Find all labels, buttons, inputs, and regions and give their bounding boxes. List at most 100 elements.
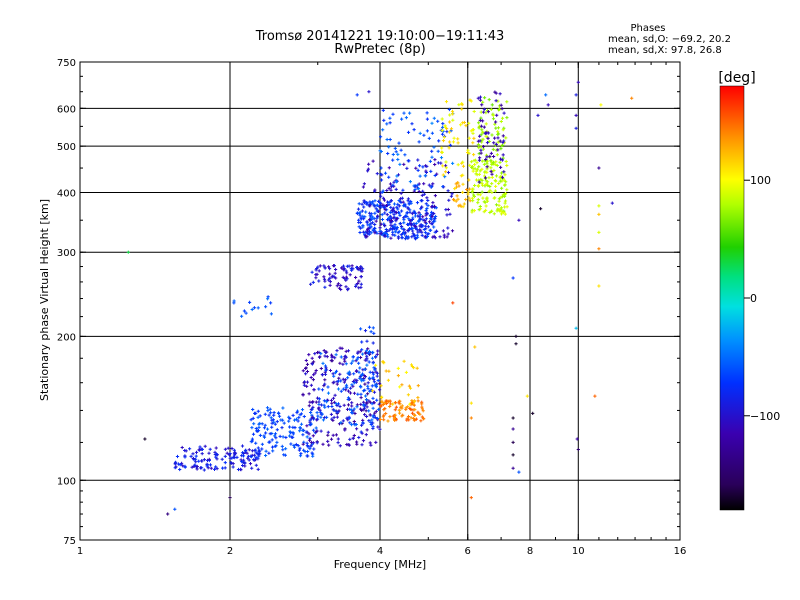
data-point [359,275,363,279]
data-point [378,382,382,386]
data-point [372,390,377,394]
data-point [305,362,310,366]
data-point [394,405,398,409]
x-tick-label: 16 [674,546,687,557]
data-point [301,369,305,373]
data-point [258,433,262,437]
data-point [467,121,471,125]
data-point [422,417,426,421]
data-point [280,444,284,448]
data-point [344,362,348,366]
data-point [306,445,310,449]
data-point [416,396,420,400]
data-point [271,418,275,422]
data-point [311,428,316,432]
data-point [396,236,401,240]
data-point [495,163,499,168]
data-point [311,441,315,445]
data-point [264,431,268,435]
data-point [304,358,308,363]
data-point [481,145,485,149]
data-point [344,269,348,273]
data-point [372,401,376,405]
data-point [383,223,387,227]
data-point [484,204,488,208]
data-point [372,204,376,208]
data-point [299,422,304,426]
data-point [610,201,614,205]
data-point [409,223,413,227]
data-point [499,195,503,199]
data-point [322,399,326,403]
data-point [392,202,397,206]
data-point [341,387,345,391]
data-point [348,407,352,411]
data-point [310,270,314,274]
data-point [446,170,451,175]
data-point [341,362,345,366]
data-point [451,301,455,305]
data-point [481,100,485,104]
data-point [279,418,283,422]
data-point [230,446,234,451]
data-point [417,211,421,215]
data-point [277,414,282,418]
data-point [493,196,497,200]
data-point [500,116,505,120]
data-point [379,384,383,388]
data-point [369,420,373,424]
data-point [356,281,360,286]
data-point [400,117,404,121]
data-point [484,208,488,212]
data-point [383,234,387,238]
data-point [492,212,496,216]
data-point [294,417,299,421]
colorbar-label: [deg] [718,70,755,86]
data-point [492,154,496,159]
data-point [246,456,250,460]
data-point [486,183,490,188]
data-point [334,369,339,373]
data-point [446,207,450,212]
data-point [396,157,400,162]
data-point [501,210,505,215]
data-point [424,217,428,221]
data-point [496,136,500,140]
data-point [190,465,194,469]
data-point [328,267,332,271]
data-point [267,451,271,455]
data-point [462,202,466,206]
data-point [414,417,418,421]
data-point [317,387,321,391]
data-point [319,429,323,433]
data-point [176,462,180,466]
data-point [280,426,284,430]
data-point [327,265,331,269]
data-point [417,189,421,194]
data-point [191,456,195,461]
data-point [430,121,434,125]
data-point [324,368,328,372]
data-point [433,217,437,221]
data-point [347,264,351,268]
data-point [366,347,370,351]
data-point [496,140,500,144]
data-point [485,196,489,200]
data-point [361,214,365,218]
data-point [419,419,423,423]
data-point [257,454,261,458]
data-point [391,233,395,237]
data-point [368,211,372,215]
data-point [368,349,372,354]
data-point [305,430,309,434]
data-point [314,368,318,373]
data-point [479,124,483,128]
data-point [318,264,322,268]
data-point [311,400,315,404]
data-point [478,207,483,211]
data-point [362,378,366,382]
data-point [359,430,363,434]
data-point [376,349,380,353]
data-point [359,220,363,225]
data-point [331,396,336,400]
